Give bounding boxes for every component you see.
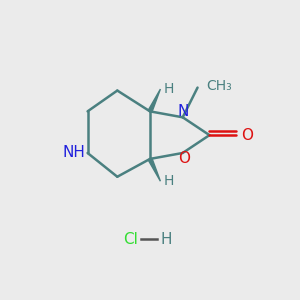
Text: NH: NH: [63, 146, 85, 160]
Polygon shape: [148, 89, 160, 112]
Text: O: O: [242, 128, 254, 142]
Polygon shape: [148, 158, 160, 181]
Text: CH₃: CH₃: [206, 79, 232, 93]
Text: Cl: Cl: [123, 232, 138, 247]
Text: H: H: [164, 82, 174, 96]
Text: N: N: [177, 104, 188, 119]
Text: H: H: [160, 232, 172, 247]
Text: H: H: [164, 174, 174, 188]
Text: O: O: [178, 151, 190, 166]
